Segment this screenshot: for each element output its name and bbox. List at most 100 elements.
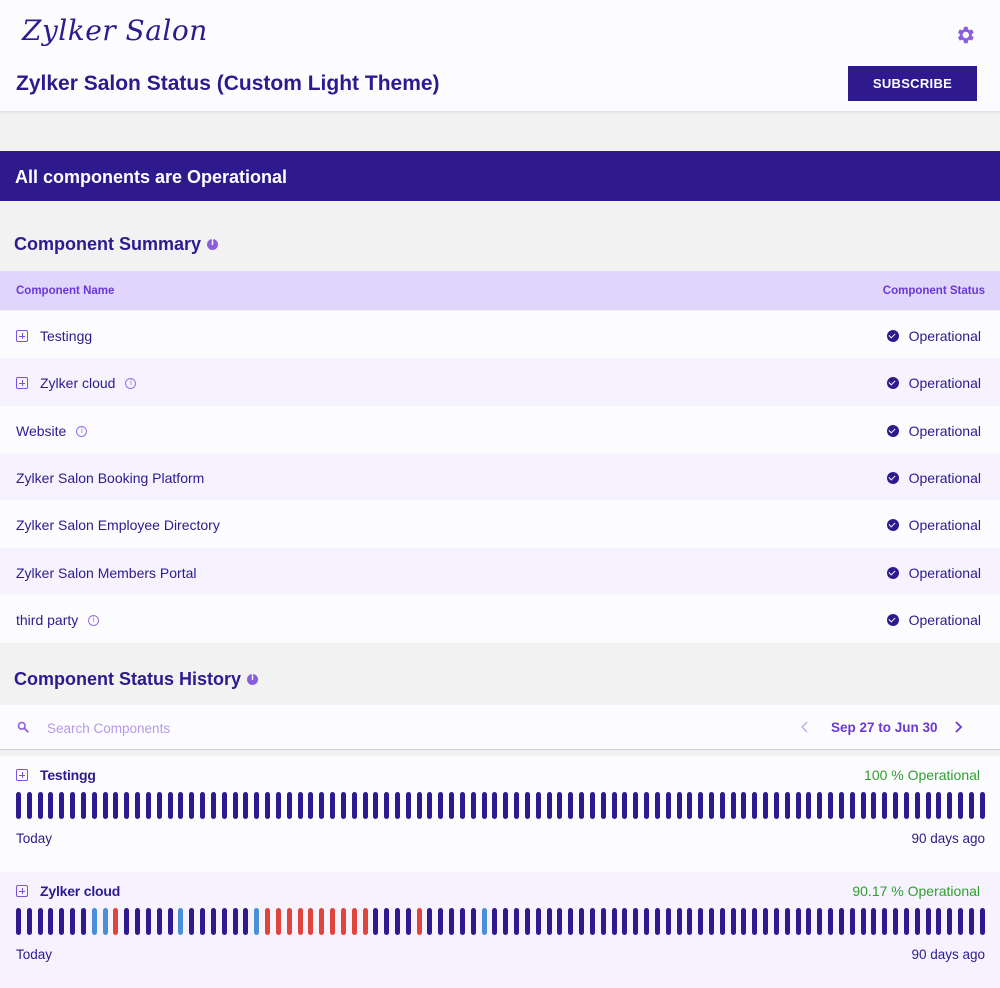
day-bar-operational[interactable] xyxy=(633,908,639,935)
day-bar-operational[interactable] xyxy=(286,792,292,819)
day-bar-operational[interactable] xyxy=(838,908,844,935)
day-bar-operational[interactable] xyxy=(741,792,747,819)
day-bar-operational[interactable] xyxy=(16,908,21,935)
day-bar-operational[interactable] xyxy=(860,908,866,935)
day-bar-degraded[interactable] xyxy=(102,908,108,935)
day-bar-operational[interactable] xyxy=(589,908,595,935)
day-bar-operational[interactable] xyxy=(568,792,574,819)
day-bar-operational[interactable] xyxy=(633,792,639,819)
day-bar-operational[interactable] xyxy=(394,908,400,935)
day-bar-operational[interactable] xyxy=(784,792,790,819)
day-bar-operational[interactable] xyxy=(676,908,682,935)
day-bar-operational[interactable] xyxy=(124,908,130,935)
day-bar-operational[interactable] xyxy=(600,908,606,935)
day-bar-operational[interactable] xyxy=(600,792,606,819)
day-bar-operational[interactable] xyxy=(579,792,585,819)
day-bar-operational[interactable] xyxy=(330,792,336,819)
day-bar-operational[interactable] xyxy=(265,792,271,819)
day-bar-operational[interactable] xyxy=(557,792,563,819)
day-bar-operational[interactable] xyxy=(59,792,65,819)
info-icon[interactable] xyxy=(76,425,88,437)
expand-icon[interactable] xyxy=(16,769,28,781)
day-bar-operational[interactable] xyxy=(373,908,379,935)
day-bar-operational[interactable] xyxy=(37,792,43,819)
day-bar-outage[interactable] xyxy=(319,908,325,935)
day-bar-operational[interactable] xyxy=(795,908,801,935)
day-bar-operational[interactable] xyxy=(925,792,931,819)
day-bar-operational[interactable] xyxy=(373,792,379,819)
info-icon[interactable] xyxy=(207,238,219,250)
day-bar-operational[interactable] xyxy=(156,908,162,935)
day-bar-operational[interactable] xyxy=(773,908,779,935)
day-bar-operational[interactable] xyxy=(70,908,76,935)
day-bar-operational[interactable] xyxy=(80,908,86,935)
day-bar-operational[interactable] xyxy=(849,908,855,935)
day-bar-operational[interactable] xyxy=(135,792,141,819)
day-bar-operational[interactable] xyxy=(210,792,216,819)
day-bar-operational[interactable] xyxy=(914,792,920,819)
day-bar-operational[interactable] xyxy=(871,908,877,935)
day-bar-operational[interactable] xyxy=(254,792,260,819)
day-bar-operational[interactable] xyxy=(947,792,953,819)
day-bar-operational[interactable] xyxy=(676,792,682,819)
day-bar-operational[interactable] xyxy=(297,792,303,819)
day-bar-operational[interactable] xyxy=(178,792,184,819)
day-bar-operational[interactable] xyxy=(48,908,54,935)
day-bar-operational[interactable] xyxy=(557,908,563,935)
day-bar-operational[interactable] xyxy=(719,908,725,935)
day-bar-operational[interactable] xyxy=(665,908,671,935)
day-bar-operational[interactable] xyxy=(925,908,931,935)
day-bar-operational[interactable] xyxy=(741,908,747,935)
day-bar-operational[interactable] xyxy=(167,792,173,819)
expand-icon[interactable] xyxy=(16,885,28,897)
day-bar-operational[interactable] xyxy=(730,792,736,819)
day-bar-operational[interactable] xyxy=(611,792,617,819)
day-bar-operational[interactable] xyxy=(687,908,693,935)
day-bar-operational[interactable] xyxy=(200,908,206,935)
day-bar-operational[interactable] xyxy=(546,792,552,819)
day-bar-operational[interactable] xyxy=(958,792,964,819)
day-bar-operational[interactable] xyxy=(221,792,227,819)
expand-icon[interactable] xyxy=(16,377,28,389)
day-bar-operational[interactable] xyxy=(405,792,411,819)
day-bar-operational[interactable] xyxy=(795,792,801,819)
day-bar-operational[interactable] xyxy=(698,908,704,935)
brand-logo[interactable]: Zylker Salon xyxy=(22,14,208,47)
day-bar-operational[interactable] xyxy=(535,792,541,819)
day-bar-operational[interactable] xyxy=(145,908,151,935)
day-bar-operational[interactable] xyxy=(503,792,509,819)
day-bar-operational[interactable] xyxy=(882,908,888,935)
day-bar-operational[interactable] xyxy=(80,792,86,819)
day-bar-operational[interactable] xyxy=(903,908,909,935)
day-bar-operational[interactable] xyxy=(654,792,660,819)
day-bar-operational[interactable] xyxy=(687,792,693,819)
day-bar-operational[interactable] xyxy=(26,792,32,819)
day-bar-operational[interactable] xyxy=(611,908,617,935)
day-bar-operational[interactable] xyxy=(243,792,249,819)
day-bar-operational[interactable] xyxy=(773,792,779,819)
day-bar-operational[interactable] xyxy=(26,908,32,935)
day-bar-operational[interactable] xyxy=(719,792,725,819)
day-bar-operational[interactable] xyxy=(763,908,769,935)
day-bar-operational[interactable] xyxy=(221,908,227,935)
day-bar-operational[interactable] xyxy=(459,792,465,819)
day-bar-outage[interactable] xyxy=(113,908,119,935)
day-bar-operational[interactable] xyxy=(893,792,899,819)
day-bar-operational[interactable] xyxy=(947,908,953,935)
day-bar-outage[interactable] xyxy=(308,908,314,935)
day-bar-operational[interactable] xyxy=(806,908,812,935)
day-bar-operational[interactable] xyxy=(232,908,238,935)
day-bar-operational[interactable] xyxy=(979,792,985,819)
day-bar-operational[interactable] xyxy=(817,792,823,819)
day-bar-operational[interactable] xyxy=(849,792,855,819)
day-bar-operational[interactable] xyxy=(427,792,433,819)
day-bar-operational[interactable] xyxy=(189,792,195,819)
chevron-right-icon[interactable] xyxy=(950,719,966,735)
day-bar-outage[interactable] xyxy=(340,908,346,935)
day-bar-operational[interactable] xyxy=(784,908,790,935)
search-input[interactable] xyxy=(47,718,347,738)
day-bar-outage[interactable] xyxy=(297,908,303,935)
day-bar-operational[interactable] xyxy=(730,908,736,935)
day-bar-operational[interactable] xyxy=(145,792,151,819)
day-bar-operational[interactable] xyxy=(438,792,444,819)
